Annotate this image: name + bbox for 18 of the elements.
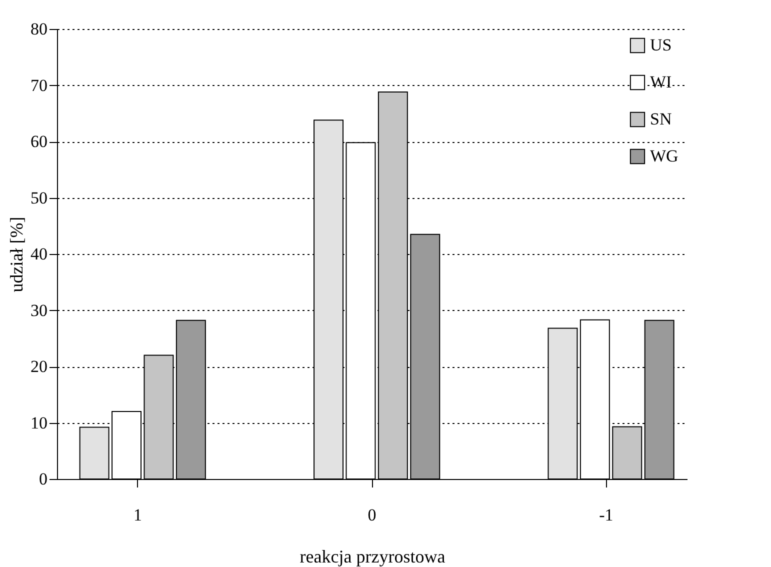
x-tick-label: -1 — [599, 506, 614, 524]
y-tick-label: 30 — [30, 300, 48, 320]
y-axis-title: udział [%] — [6, 216, 26, 292]
x-tick-label: 0 — [368, 506, 376, 524]
y-tick-label: 40 — [30, 244, 48, 264]
legend-label: WG — [650, 146, 678, 166]
y-tick-label: 70 — [30, 76, 48, 95]
legend-label: US — [650, 36, 672, 54]
y-tick-label: 80 — [30, 20, 48, 38]
x-axis-title: reakcja przyrostowa — [300, 546, 446, 566]
y-tick-label: 10 — [30, 413, 48, 432]
x-tick-label: 1 — [134, 506, 142, 524]
y-tick-label: 60 — [30, 132, 48, 151]
legend-label: WI — [650, 72, 672, 92]
y-tick-label: 20 — [30, 357, 48, 376]
y-tick-label: 50 — [30, 188, 48, 208]
y-tick-label: 0 — [39, 470, 48, 488]
legend-label: SN — [650, 110, 672, 128]
